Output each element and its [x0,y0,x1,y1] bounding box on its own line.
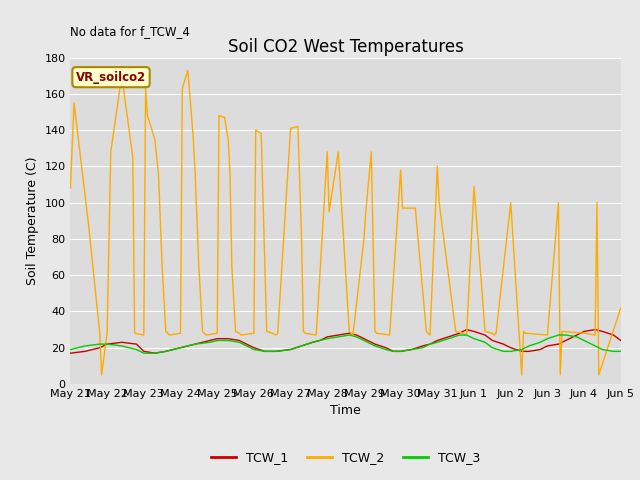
TCW_2 [184,67,191,73]
TCW_3 [140,350,148,356]
Text: No data for f_TCW_4: No data for f_TCW_4 [70,25,190,38]
TCW_2 [261,263,269,269]
TCW_3 [81,343,89,349]
TCW_2 [198,328,206,334]
Legend: TCW_1, TCW_2, TCW_3: TCW_1, TCW_2, TCW_3 [206,446,485,469]
TCW_3 [445,336,452,342]
TCW_3 [346,332,353,338]
TCW_2 [250,330,258,336]
TCW_1 [67,350,74,356]
TCW_3 [308,339,316,345]
Title: Soil CO2 West Temperatures: Soil CO2 West Temperatures [228,38,463,56]
TCW_2 [98,372,106,378]
Text: VR_soilco2: VR_soilco2 [76,71,146,84]
TCW_1 [81,348,89,354]
TCW_1 [397,348,404,354]
TCW_3 [67,347,74,352]
Line: TCW_2: TCW_2 [70,70,621,375]
TCW_3 [518,347,525,352]
TCW_3 [419,345,426,350]
TCW_3 [617,348,625,354]
TCW_2 [617,305,625,311]
TCW_1 [426,341,434,347]
Line: TCW_3: TCW_3 [70,335,621,353]
TCW_2 [452,328,460,334]
TCW_1 [617,337,625,343]
TCW_2 [360,236,368,242]
TCW_1 [463,327,470,333]
TCW_1 [507,345,515,350]
TCW_1 [445,334,452,340]
Line: TCW_1: TCW_1 [70,330,621,353]
Y-axis label: Soil Temperature (C): Soil Temperature (C) [26,156,39,285]
TCW_3 [463,332,470,338]
X-axis label: Time: Time [330,405,361,418]
TCW_1 [298,343,305,349]
TCW_2 [67,185,74,191]
TCW_2 [164,330,172,336]
